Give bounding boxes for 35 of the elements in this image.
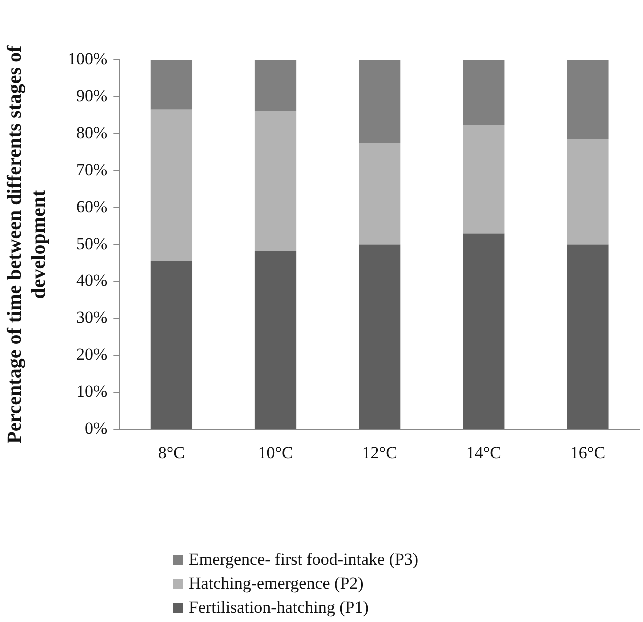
x-tick-label: 14°C xyxy=(466,443,502,462)
bar xyxy=(150,60,193,110)
x-tick-label: 12°C xyxy=(362,443,398,462)
legend-label: Fertilisation-hatching (P1) xyxy=(189,597,369,619)
y-tick-label: 80% xyxy=(76,123,108,142)
y-tick-label: 30% xyxy=(76,308,108,328)
y-tick-label: 90% xyxy=(76,86,108,106)
bar xyxy=(359,60,401,144)
x-tick-label: 8°C xyxy=(158,443,186,462)
bar xyxy=(254,251,297,430)
bar xyxy=(150,261,193,430)
bar xyxy=(254,111,297,252)
bar xyxy=(359,143,401,245)
y-tick-label: 10% xyxy=(76,382,108,402)
bar xyxy=(463,60,505,126)
bar xyxy=(567,139,609,245)
bar xyxy=(254,60,297,112)
bar xyxy=(567,244,609,430)
y-tick-label: 60% xyxy=(76,197,108,216)
x-tick-label: 10°C xyxy=(258,443,294,462)
legend-label: Emergence- first food-intake (P3) xyxy=(189,549,419,571)
bar xyxy=(359,244,401,430)
x-tick-label: 16°C xyxy=(570,443,606,462)
y-tick-label: 100% xyxy=(68,49,108,68)
bar xyxy=(463,125,505,234)
bar xyxy=(567,60,609,140)
bar xyxy=(150,110,193,262)
legend-label: Hatching-emergence (P2) xyxy=(189,573,364,595)
y-tick-label: 70% xyxy=(76,160,108,180)
y-tick-label: 20% xyxy=(76,345,108,364)
bar xyxy=(463,234,505,430)
y-axis-title: Percentage of time between differents stages of development xyxy=(4,45,50,444)
y-tick-label: 50% xyxy=(76,234,108,254)
y-tick-label: 40% xyxy=(76,271,108,290)
y-tick-label: 0% xyxy=(84,419,108,438)
